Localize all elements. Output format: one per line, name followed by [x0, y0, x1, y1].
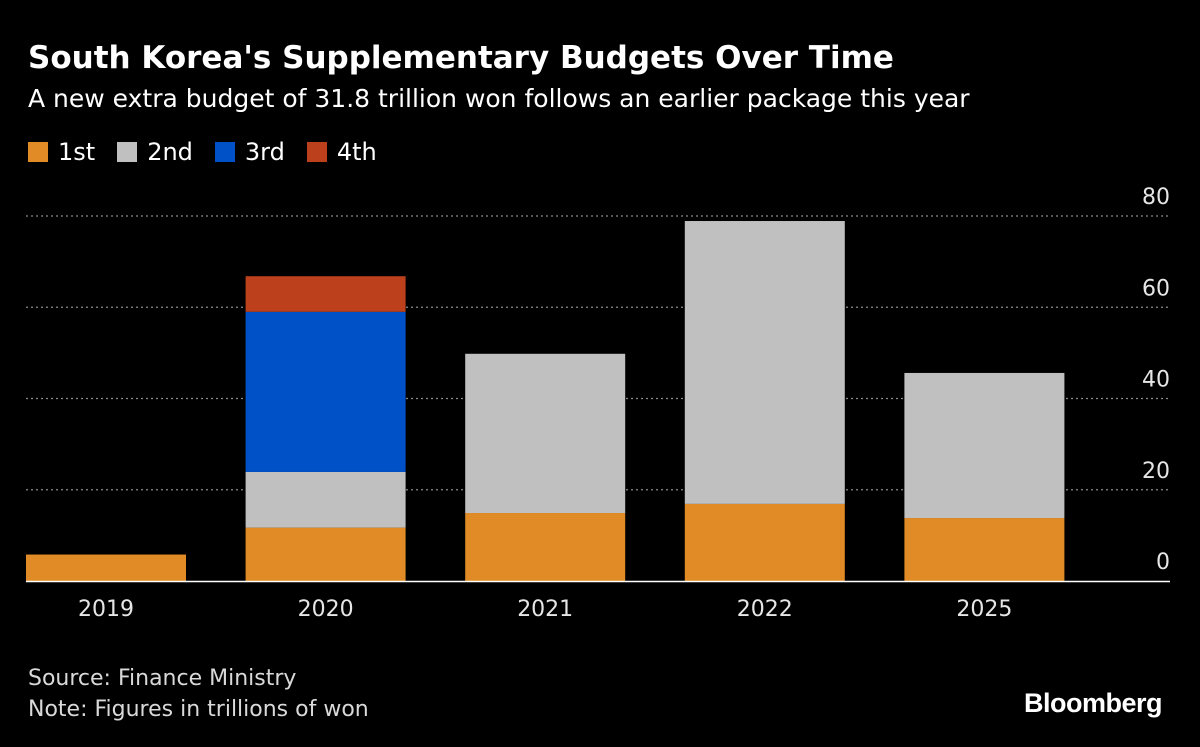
legend-item-4th: 4th [306, 138, 377, 166]
bar-2020-4th [245, 276, 406, 312]
x-tick-label-2021: 2021 [517, 597, 573, 622]
legend-item-2nd: 2nd [117, 138, 193, 166]
bar-2025-2nd [904, 372, 1065, 519]
bar-2020-1st [245, 527, 406, 581]
y-tick-label-80: 80 [1142, 185, 1170, 210]
chart-title: South Korea's Supplementary Budgets Over… [28, 40, 894, 76]
bar-2021-2nd [465, 353, 626, 514]
bar-2022-2nd [684, 221, 845, 504]
bar-2025-1st [904, 518, 1065, 581]
legend-label-1st: 1st [58, 138, 96, 166]
legend-swatch-2nd [117, 142, 138, 162]
bar-2020-2nd [245, 471, 406, 528]
x-tick-label-2025: 2025 [956, 597, 1012, 622]
units-note: Note: Figures in trillions of won [28, 697, 369, 722]
x-tick-label-2022: 2022 [737, 597, 793, 622]
legend-swatch-1st [28, 142, 48, 162]
legend: 1st 2nd 3rd 4th [28, 138, 399, 166]
chart-subtitle: A new extra budget of 31.8 trillion won … [28, 84, 970, 113]
legend-label-4th: 4th [336, 138, 377, 166]
x-tick-label-2020: 2020 [298, 597, 354, 622]
x-tick-label-2019: 2019 [78, 597, 134, 622]
source-note: Source: Finance Ministry [28, 666, 297, 691]
y-tick-label-60: 60 [1142, 276, 1170, 301]
bar-2021-1st [465, 513, 626, 581]
bar-2022-1st [684, 503, 845, 581]
y-tick-label-0: 0 [1156, 550, 1170, 575]
legend-label-2nd: 2nd [147, 138, 193, 166]
bloomberg-logo: Bloomberg [1023, 688, 1163, 718]
legend-swatch-3rd [214, 142, 235, 162]
legend-item-3rd: 3rd [214, 138, 285, 166]
bar-2020-3rd [245, 311, 406, 472]
legend-swatch-4th [306, 142, 327, 162]
y-tick-label-20: 20 [1142, 459, 1170, 484]
bar-2019-1st [26, 554, 186, 581]
legend-label-3rd: 3rd [244, 138, 285, 166]
legend-item-1st: 1st [28, 138, 95, 166]
y-tick-label-40: 40 [1142, 368, 1170, 393]
